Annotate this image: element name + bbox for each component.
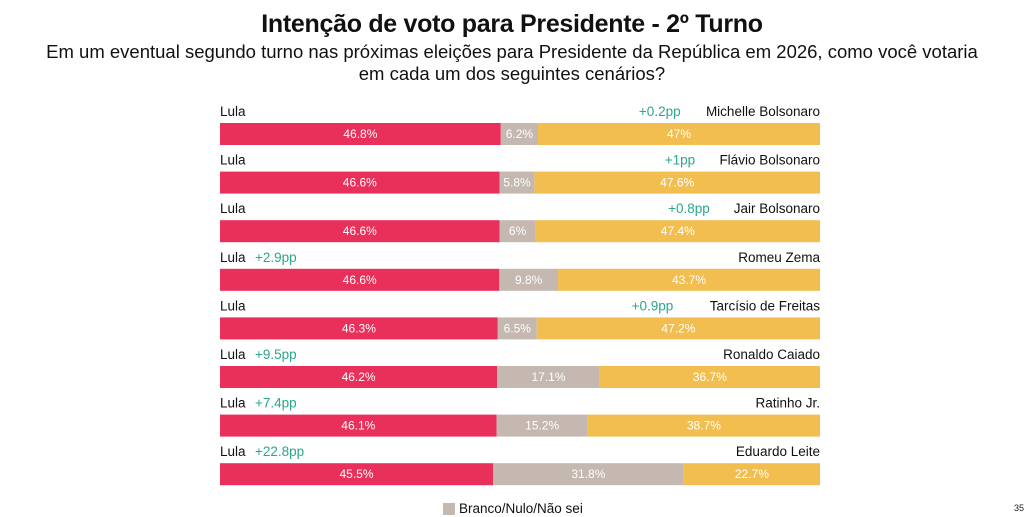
bar-branco	[497, 317, 537, 340]
row-right-label: Michelle Bolsonaro	[706, 104, 820, 119]
value-label-branco: 6.5%	[504, 321, 532, 335]
value-label-opponent: 47.4%	[661, 224, 695, 238]
subtitle-line-1: Em um eventual segundo turno nas próxima…	[46, 41, 978, 62]
bar-branco	[493, 463, 684, 486]
value-label-opponent: 47.2%	[661, 321, 695, 335]
bar-branco	[496, 414, 588, 437]
row-left-label: Lula	[220, 298, 246, 313]
value-label-lula: 46.2%	[342, 370, 376, 384]
value-label-lula: 46.6%	[343, 224, 377, 238]
row-right-label: Eduardo Leite	[736, 444, 820, 459]
bar-lula	[220, 268, 500, 291]
value-label-branco: 31.8%	[571, 467, 605, 481]
row-left-label: Lula	[220, 396, 246, 411]
value-label-lula: 46.8%	[343, 127, 377, 141]
value-label-opponent: 38.7%	[687, 419, 721, 433]
row-left-label: Lula	[220, 153, 246, 168]
subtitle-line-2: em cada um dos seguintes cenários?	[358, 63, 666, 84]
bar-branco	[499, 268, 559, 291]
row-right-label: Flávio Bolsonaro	[719, 153, 820, 168]
value-label-opponent: 22.7%	[735, 467, 769, 481]
value-label-branco: 15.2%	[525, 419, 559, 433]
row-right-label: Ratinho Jr.	[755, 396, 820, 411]
value-label-opponent: 43.7%	[672, 273, 706, 287]
row-left-label: Lula	[220, 250, 246, 265]
bar-lula	[220, 366, 498, 388]
value-label-branco: 6%	[509, 224, 527, 238]
value-label-lula: 45.5%	[339, 467, 373, 481]
value-label-branco: 17.1%	[531, 370, 565, 384]
row-right-label: Jair Bolsonaro	[734, 201, 820, 216]
bar-opponent	[599, 366, 820, 388]
bar-lula	[220, 123, 501, 145]
bar-lula	[220, 317, 498, 340]
bar-lula	[220, 220, 500, 243]
bar-opponent	[538, 123, 820, 145]
chart-title: Intenção de voto para Presidente - 2º Tu…	[261, 10, 763, 38]
lead-delta: +1pp	[665, 153, 695, 168]
lead-delta: +0.9pp	[632, 298, 674, 313]
row-left-label: Lula	[220, 347, 246, 362]
row-left-label: Lula	[220, 104, 246, 119]
value-label-lula: 46.6%	[343, 273, 377, 287]
value-label-lula: 46.3%	[342, 321, 376, 335]
bar-branco	[499, 220, 536, 243]
lead-delta: +0.2pp	[639, 104, 681, 119]
bar-opponent	[587, 414, 820, 437]
lead-delta: +0.8pp	[668, 201, 710, 216]
value-label-lula: 46.1%	[341, 419, 375, 433]
bar-opponent	[535, 220, 820, 243]
bar-branco	[500, 123, 538, 145]
row-right-label: Ronaldo Caiado	[723, 347, 820, 362]
value-label-lula: 46.6%	[343, 176, 377, 190]
bar-opponent	[683, 463, 820, 486]
value-label-branco: 9.8%	[515, 273, 543, 287]
bar-branco	[499, 171, 535, 194]
bar-lula	[220, 414, 497, 437]
value-label-branco: 5.8%	[503, 176, 531, 190]
value-label-opponent: 47%	[667, 127, 691, 141]
value-label-opponent: 47.6%	[660, 176, 694, 190]
legend: Branco/Nulo/Não sei	[443, 501, 583, 516]
row-left-label: Lula	[220, 201, 246, 216]
bar-opponent	[536, 317, 820, 340]
row-right-label: Tarcísio de Freitas	[710, 298, 821, 313]
lead-delta: +7.4pp	[255, 396, 297, 411]
lead-delta: +2.9pp	[255, 250, 297, 265]
page-number: 35	[1013, 503, 1024, 513]
bar-lula	[220, 171, 500, 194]
lead-delta: +9.5pp	[255, 347, 297, 362]
lead-delta: +22.8pp	[255, 444, 304, 459]
legend-swatch-branco	[443, 502, 455, 515]
bar-lula	[220, 463, 493, 486]
legend-label-branco: Branco/Nulo/Não sei	[459, 501, 583, 516]
row-left-label: Lula	[220, 444, 246, 459]
bar-branco	[497, 366, 600, 388]
value-label-branco: 6.2%	[506, 127, 534, 141]
chart-subtitle: Em um eventual segundo turno nas próxima…	[10, 41, 1014, 85]
value-label-opponent: 36.7%	[693, 370, 727, 384]
row-right-label: Romeu Zema	[738, 250, 820, 265]
bar-opponent	[558, 268, 820, 291]
bar-opponent	[534, 171, 820, 194]
